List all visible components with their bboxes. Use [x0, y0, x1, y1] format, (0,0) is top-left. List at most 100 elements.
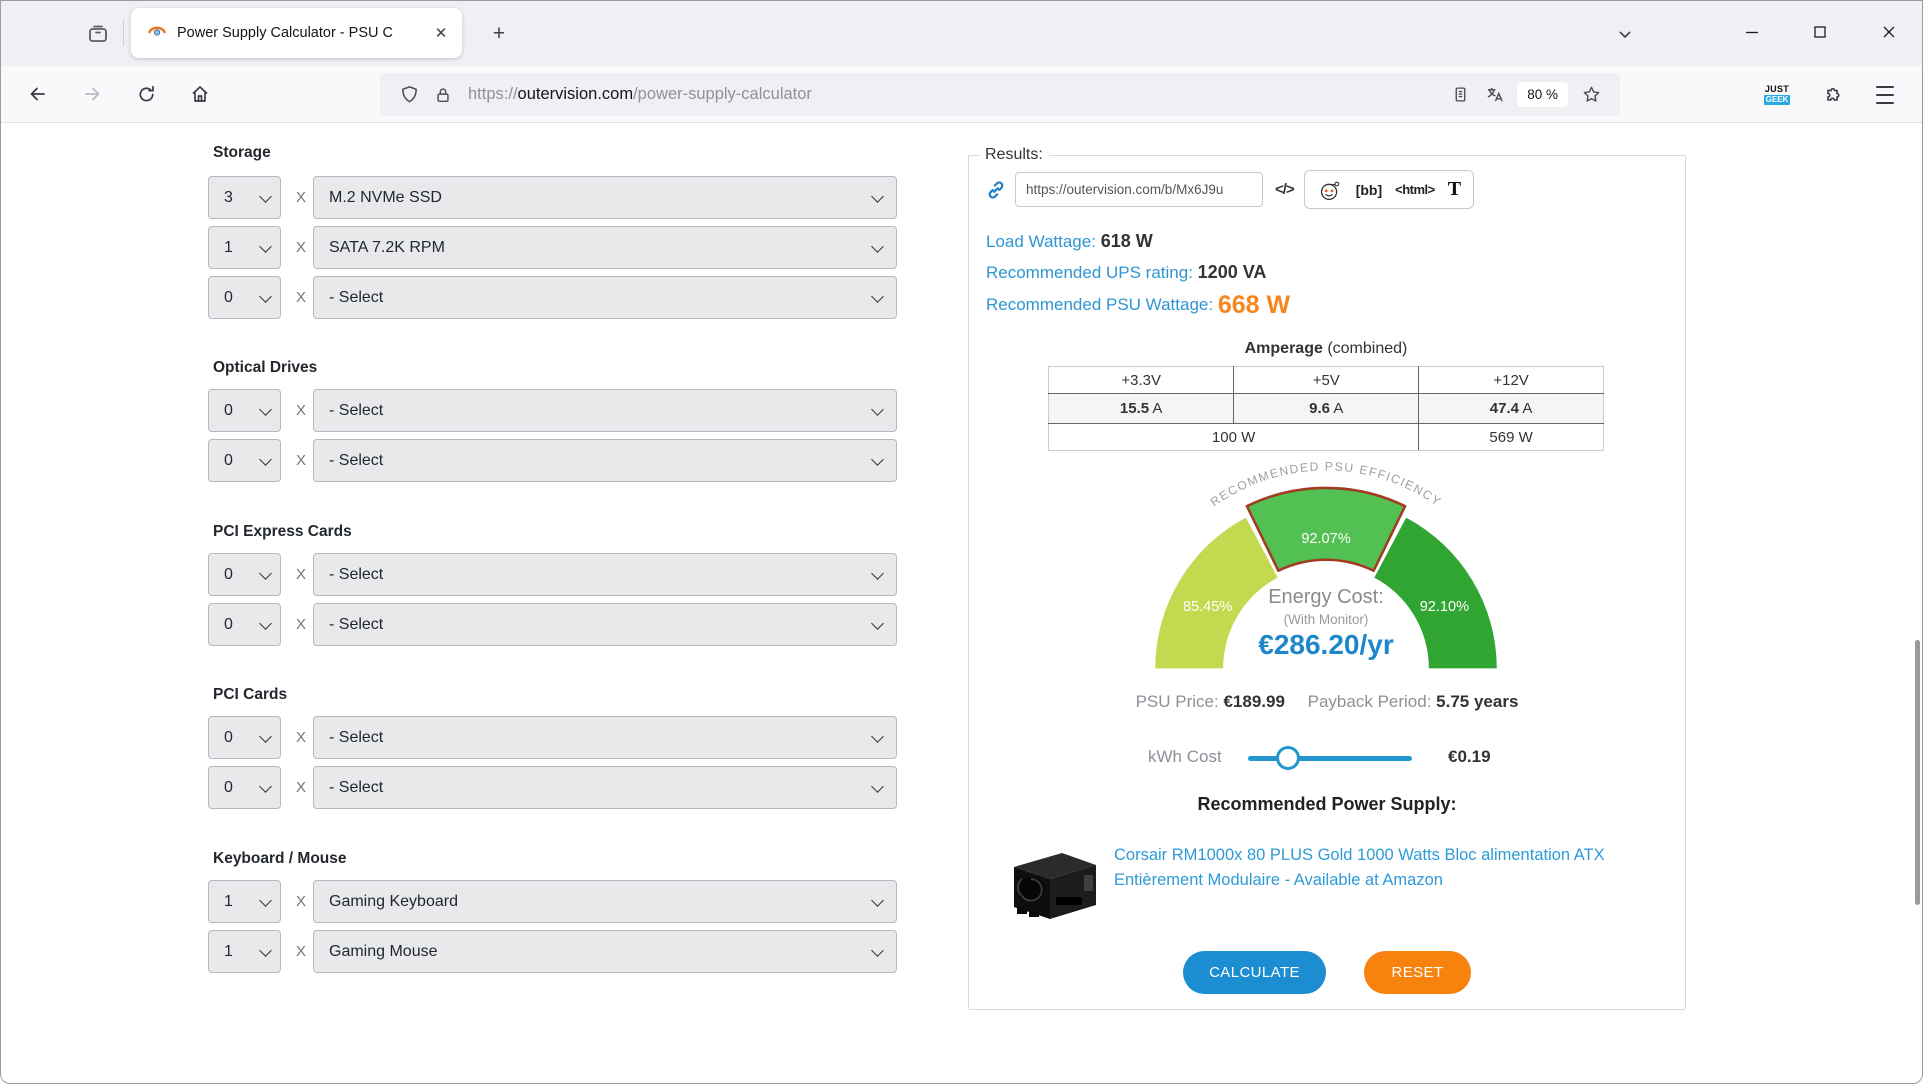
efficiency-gauge: RECOMMENDED PSU EFFICIENCY 85.45% 92.07%… — [1146, 459, 1506, 682]
amperage-values-row: 15.5 A 9.6 A 47.4 A — [1047, 393, 1604, 424]
pcie-qty-select-1[interactable]: 0 — [208, 553, 281, 596]
bbcode-icon[interactable]: [bb] — [1355, 181, 1383, 198]
pcie-device-select-1[interactable]: - Select — [313, 553, 897, 596]
embed-options-group: [bb] <html> T — [1303, 170, 1475, 209]
pci-device-select-2[interactable]: - Select — [313, 766, 897, 809]
share-link-icon[interactable] — [985, 179, 1007, 201]
chevron-down-icon — [259, 453, 272, 466]
chevron-down-icon — [259, 730, 272, 743]
chevron-down-icon — [259, 617, 272, 630]
chevron-down-icon — [259, 894, 272, 907]
psu-price-label: PSU Price: — [1135, 692, 1219, 711]
section-label-pci-cards: PCI Cards — [213, 686, 288, 703]
forward-button[interactable] — [72, 74, 112, 114]
energy-cost-block: Energy Cost: (With Monitor) €286.20/yr — [1146, 586, 1506, 661]
pcie-device-select-2[interactable]: - Select — [313, 603, 897, 646]
url-bar[interactable]: https://outervision.com/power-supply-cal… — [380, 73, 1620, 116]
chevron-down-icon — [871, 617, 884, 630]
section-label-keyboard-mouse: Keyboard / Mouse — [213, 850, 347, 867]
chevron-down-icon — [259, 567, 272, 580]
page-content: Storage 3 X M.2 NVMe SSD 1 X SATA 7.2K R… — [0, 123, 1923, 1084]
keyboard-qty-select[interactable]: 1 — [208, 880, 281, 923]
reset-button[interactable]: RESET — [1364, 951, 1471, 994]
psu-product-link[interactable]: Corsair RM1000x 80 PLUS Gold 1000 Watts … — [1114, 846, 1605, 889]
amperage-value-cell: 9.6 A — [1233, 393, 1420, 424]
psu-product-image[interactable] — [1000, 845, 1104, 927]
window-minimize-button[interactable] — [1729, 12, 1775, 52]
reader-mode-icon[interactable] — [1443, 78, 1477, 112]
page-scrollbar-thumb[interactable] — [1915, 640, 1920, 905]
back-button[interactable] — [18, 74, 58, 114]
amperage-header-row: +3.3V +5V +12V — [1047, 366, 1604, 394]
amperage-value-cell: 47.4 A — [1418, 393, 1604, 424]
gauge-segment-high — [1374, 517, 1497, 669]
pci-qty-select-1[interactable]: 0 — [208, 716, 281, 759]
multiply-separator: X — [295, 402, 306, 419]
mouse-device-select[interactable]: Gaming Mouse — [313, 930, 897, 973]
multiply-separator: X — [295, 893, 306, 910]
optical-device-select-1[interactable]: - Select — [313, 389, 897, 432]
load-wattage-line: Load Wattage: 618 W — [986, 231, 1153, 251]
chevron-down-icon — [871, 403, 884, 416]
chevron-down-icon — [871, 894, 884, 907]
pci-device-select-1[interactable]: - Select — [313, 716, 897, 759]
psu-price-row: PSU Price: €189.99 Payback Period: 5.75 … — [968, 692, 1686, 712]
kwh-slider-track[interactable] — [1248, 756, 1412, 761]
storage-device-select-2[interactable]: SATA 7.2K RPM — [313, 226, 897, 269]
storage-device-select-3[interactable]: - Select — [313, 276, 897, 319]
tracking-shield-icon[interactable] — [392, 78, 426, 112]
window-maximize-button[interactable] — [1797, 12, 1843, 52]
embed-code-icon[interactable]: </> — [1275, 181, 1295, 198]
translate-icon[interactable] — [1477, 78, 1511, 112]
chevron-down-icon — [259, 190, 272, 203]
multiply-separator: X — [295, 566, 306, 583]
pci-qty-select-2[interactable]: 0 — [208, 766, 281, 809]
energy-cost-label: Energy Cost: — [1268, 586, 1384, 608]
storage-qty-select-2[interactable]: 1 — [208, 226, 281, 269]
extensions-puzzle-icon[interactable] — [1815, 78, 1849, 112]
browser-titlebar: Power Supply Calculator - PSU C ✕ + — [0, 0, 1923, 66]
psu-price-value: €189.99 — [1223, 692, 1285, 711]
storage-device-select-1[interactable]: M.2 NVMe SSD — [313, 176, 897, 219]
chevron-down-icon — [871, 567, 884, 580]
keyboard-device-select[interactable]: Gaming Keyboard — [313, 880, 897, 923]
kwh-slider-handle[interactable] — [1276, 746, 1300, 770]
kwh-cost-value: €0.19 — [1448, 747, 1491, 766]
results-panel: Results: — [968, 146, 1686, 1010]
storage-qty-select-3[interactable]: 0 — [208, 276, 281, 319]
page-zoom-level[interactable]: 80 % — [1517, 82, 1568, 107]
storage-qty-select-1[interactable]: 3 — [208, 176, 281, 219]
share-url-input[interactable]: https://outervision.com/b/Mx6J9u — [1015, 172, 1263, 207]
chevron-down-icon — [871, 944, 884, 957]
lock-icon[interactable] — [426, 78, 460, 112]
reddit-icon[interactable] — [1317, 179, 1343, 201]
mouse-qty-select[interactable]: 1 — [208, 930, 281, 973]
bookmark-star-icon[interactable] — [1574, 78, 1608, 112]
url-text: https://outervision.com/power-supply-cal… — [468, 85, 812, 103]
home-button[interactable] — [180, 74, 220, 114]
browser-tab[interactable]: Power Supply Calculator - PSU C ✕ — [131, 8, 462, 58]
multiply-separator: X — [295, 729, 306, 746]
section-label-optical-drives: Optical Drives — [213, 359, 318, 376]
new-tab-button[interactable]: + — [492, 22, 506, 45]
browser-toolbar: https://outervision.com/power-supply-cal… — [0, 66, 1923, 123]
multiply-separator: X — [295, 189, 306, 206]
firefox-view-icon[interactable] — [80, 16, 116, 52]
optical-qty-select-2[interactable]: 0 — [208, 439, 281, 482]
window-close-button[interactable] — [1866, 12, 1912, 52]
justgeek-extension-icon[interactable]: JUST GEEK — [1763, 84, 1791, 105]
tab-close-icon[interactable]: ✕ — [434, 25, 448, 42]
menu-hamburger-icon[interactable] — [1868, 78, 1902, 112]
multiply-separator: X — [295, 779, 306, 796]
html-embed-icon[interactable]: <html> — [1395, 182, 1435, 197]
energy-cost-note: (With Monitor) — [1283, 612, 1369, 627]
optical-device-select-2[interactable]: - Select — [313, 439, 897, 482]
energy-cost-value: €286.20/yr — [1258, 629, 1394, 660]
text-embed-icon[interactable]: T — [1447, 178, 1462, 200]
pcie-qty-select-2[interactable]: 0 — [208, 603, 281, 646]
calculate-button[interactable]: CALCULATE — [1183, 951, 1326, 994]
tab-list-chevron-icon[interactable] — [1608, 18, 1642, 50]
recommended-psu-heading: Recommended Power Supply: — [1197, 794, 1457, 814]
reload-button[interactable] — [126, 74, 166, 114]
optical-qty-select-1[interactable]: 0 — [208, 389, 281, 432]
